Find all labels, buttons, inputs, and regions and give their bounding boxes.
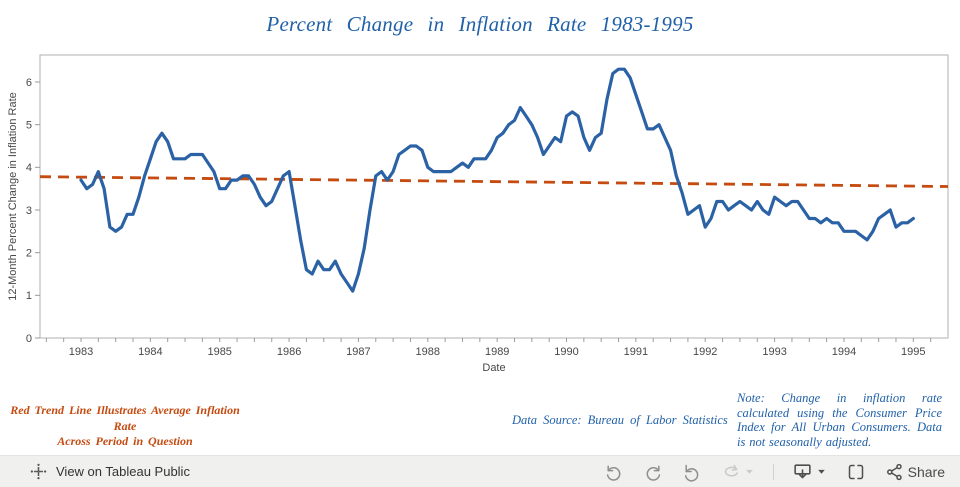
svg-text:1993: 1993 [762, 346, 786, 358]
view-on-tableau-public-label: View on Tableau Public [56, 464, 190, 479]
undo-icon [606, 464, 621, 481]
svg-text:6: 6 [26, 77, 32, 89]
svg-text:2: 2 [26, 247, 32, 259]
svg-text:Date: Date [482, 362, 505, 374]
svg-text:1983: 1983 [69, 346, 93, 358]
svg-text:3: 3 [26, 205, 32, 217]
toolbar-divider [772, 463, 774, 480]
svg-text:1988: 1988 [416, 346, 440, 358]
trend-line-caption: Red Trend Line Illustrates Average Infla… [10, 403, 240, 449]
svg-text:1985: 1985 [207, 346, 231, 358]
svg-text:1: 1 [26, 290, 32, 302]
redo-icon [646, 464, 660, 481]
tableau-logo-icon [30, 463, 47, 480]
redo-button[interactable] [642, 461, 664, 483]
inflation-line-chart[interactable]: 1983 1984 1985 1986 1987 1988 1989 1990 1991 1992… [0, 45, 960, 385]
fullscreen-icon [848, 464, 863, 479]
svg-text:1991: 1991 [624, 346, 648, 358]
chart-title: Percent Change in Inflation Rate 1983-19… [266, 12, 694, 36]
svg-text:4: 4 [26, 162, 32, 174]
caret-down-icon [745, 469, 753, 474]
share-button[interactable]: Share [884, 461, 946, 483]
svg-text:1986: 1986 [277, 346, 301, 358]
toolbar-actions: Share [603, 460, 946, 483]
refresh-icon [724, 464, 738, 477]
svg-text:1990: 1990 [554, 346, 578, 358]
methodology-note: Note: Change in inflation rate calculate… [737, 391, 942, 449]
tableau-toolbar: View on Tableau Public [0, 455, 960, 487]
svg-text:1992: 1992 [693, 346, 717, 358]
svg-text:12-Month Percent Change in Inf: 12-Month Percent Change in Inflation Rat… [7, 92, 19, 301]
view-on-tableau-public-link[interactable]: View on Tableau Public [30, 463, 190, 480]
download-button[interactable] [791, 460, 828, 483]
share-label: Share [907, 463, 945, 480]
caret-down-icon [817, 469, 825, 474]
svg-text:1995: 1995 [901, 346, 925, 358]
undo-button[interactable] [603, 461, 625, 483]
svg-text:5: 5 [26, 119, 32, 131]
data-source-caption: Data Source: Bureau of Labor Statistics [512, 413, 728, 427]
fullscreen-button[interactable] [845, 461, 867, 483]
refresh-button[interactable] [720, 461, 756, 483]
reset-button[interactable] [681, 461, 703, 483]
share-icon [886, 463, 902, 480]
svg-text:1984: 1984 [138, 346, 162, 358]
svg-text:1994: 1994 [832, 346, 856, 358]
svg-text:1989: 1989 [485, 346, 509, 358]
download-icon [794, 464, 811, 479]
svg-text:1987: 1987 [346, 346, 370, 358]
reset-icon [684, 464, 698, 482]
svg-text:0: 0 [26, 333, 32, 345]
